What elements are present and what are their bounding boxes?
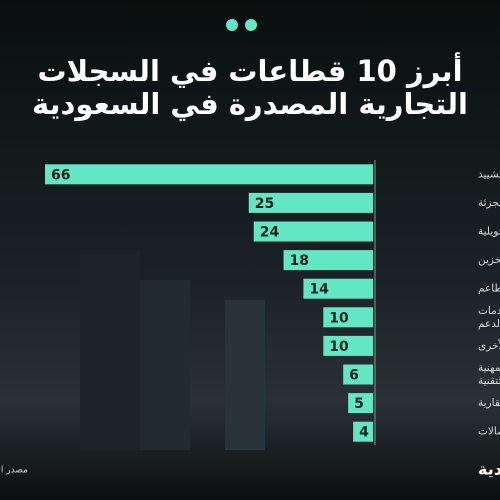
bar	[303, 278, 373, 299]
bar	[283, 250, 373, 271]
value-label: 24	[260, 225, 280, 241]
value-label: 18	[290, 253, 309, 269]
logo: الاقتصادية	[478, 460, 500, 479]
category-label: الجملة والتجزئة	[478, 197, 500, 209]
category-label: المعلومات والاتصالات	[478, 426, 500, 438]
value-label: 10	[329, 310, 349, 326]
source: مصدر البيانات: وزارة التجارة نشرة الربع …	[0, 466, 28, 476]
value-label: 6	[349, 368, 359, 384]
category-label: والعلمية والتقنية	[478, 375, 500, 387]
value-label: 10	[329, 339, 349, 355]
bar	[353, 421, 373, 442]
category-label: الخدمات الأخرى	[478, 339, 500, 352]
category-label: الإقامة والمطاعم	[478, 283, 500, 295]
category-label: الأنشطة المهنية	[478, 361, 500, 374]
category-label: الخدمات	[478, 305, 500, 317]
bar	[323, 335, 373, 356]
category-label: التشييد	[478, 168, 500, 180]
value-label: 25	[255, 196, 274, 212]
bar	[323, 307, 373, 328]
dot	[226, 19, 238, 31]
bar	[343, 364, 373, 385]
value-label: 5	[354, 396, 364, 412]
value-label: 14	[309, 282, 329, 298]
chart-title: أبرز 10 قطاعات في السجلات	[37, 52, 462, 88]
category-label: النقل والتخزين	[478, 254, 500, 266]
value-label: 4	[359, 425, 369, 441]
chart-title: التجارية المصدرة في السعودية	[32, 87, 468, 121]
building	[225, 300, 265, 450]
value-label: 66	[51, 167, 70, 183]
category-label: الإدارية والدعم	[478, 318, 500, 330]
bar	[45, 164, 373, 185]
category-label: الصناعات التحويلية	[478, 226, 500, 238]
category-label: الأنشطة العقارية	[478, 396, 500, 409]
building	[80, 250, 140, 450]
bar	[348, 393, 373, 414]
building	[140, 280, 190, 450]
bar	[248, 192, 373, 213]
dot	[245, 19, 257, 31]
bar	[253, 221, 373, 242]
